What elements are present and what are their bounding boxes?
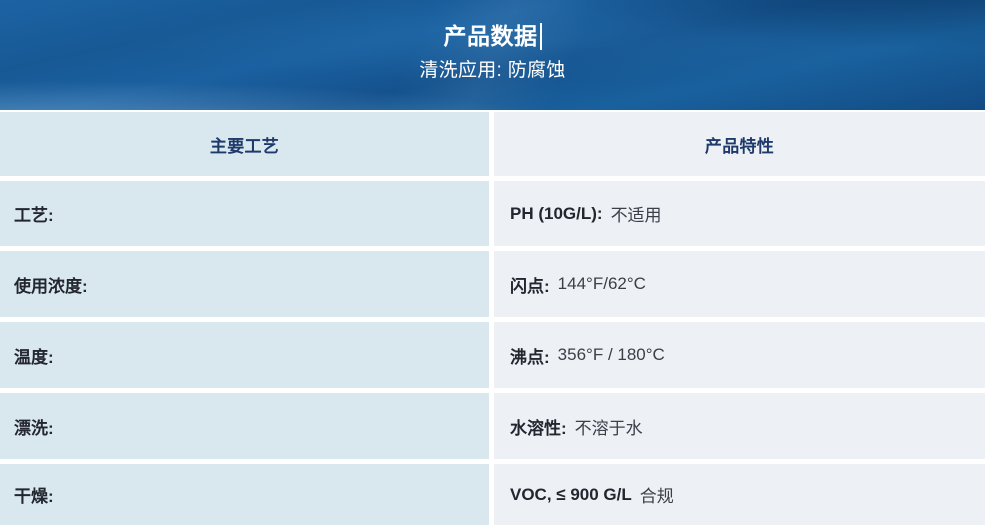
product-data-table: 主要工艺 产品特性 工艺: PH (10G/L): 不适用 使用浓度: 闪点: … [0,112,985,525]
table-row-property: 水溶性: 不溶于水 [494,393,985,459]
banner-title-row: 产品数据 [444,21,542,51]
property-label: 闪点: [510,276,550,296]
property-label: 水溶性: [510,418,567,438]
property-value: 144°F/62°C [557,274,646,293]
property-label: PH (10G/L): [510,203,603,223]
table-row-property: 沸点: 356°F / 180°C [494,322,985,388]
property-label: 沸点: [510,347,550,367]
banner: 产品数据 清洗应用: 防腐蚀 [0,0,985,110]
page-title[interactable]: 产品数据 [443,23,538,49]
table-row-process-label: 工艺: [0,181,489,246]
table-row-process-label: 温度: [0,322,489,388]
property-value: 不溶于水 [574,418,643,438]
table-row-process-label: 干燥: [0,464,489,525]
table-row-property: VOC, ≤ 900 G/L 合规 [494,464,985,525]
page-subtitle: 清洗应用: 防腐蚀 [419,60,566,81]
table-row-property: 闪点: 144°F/62°C [494,251,985,317]
column-header-process: 主要工艺 [0,112,489,176]
column-header-properties: 产品特性 [494,112,985,176]
table-row-property: PH (10G/L): 不适用 [494,181,985,246]
property-label: VOC, ≤ 900 G/L [510,484,632,504]
table-row-process-label: 使用浓度: [0,251,489,317]
text-cursor [539,22,542,50]
property-value: 356°F / 180°C [557,345,665,364]
property-value: 合规 [639,487,674,506]
property-value: 不适用 [610,206,662,225]
table-row-process-label: 漂洗: [0,393,489,459]
